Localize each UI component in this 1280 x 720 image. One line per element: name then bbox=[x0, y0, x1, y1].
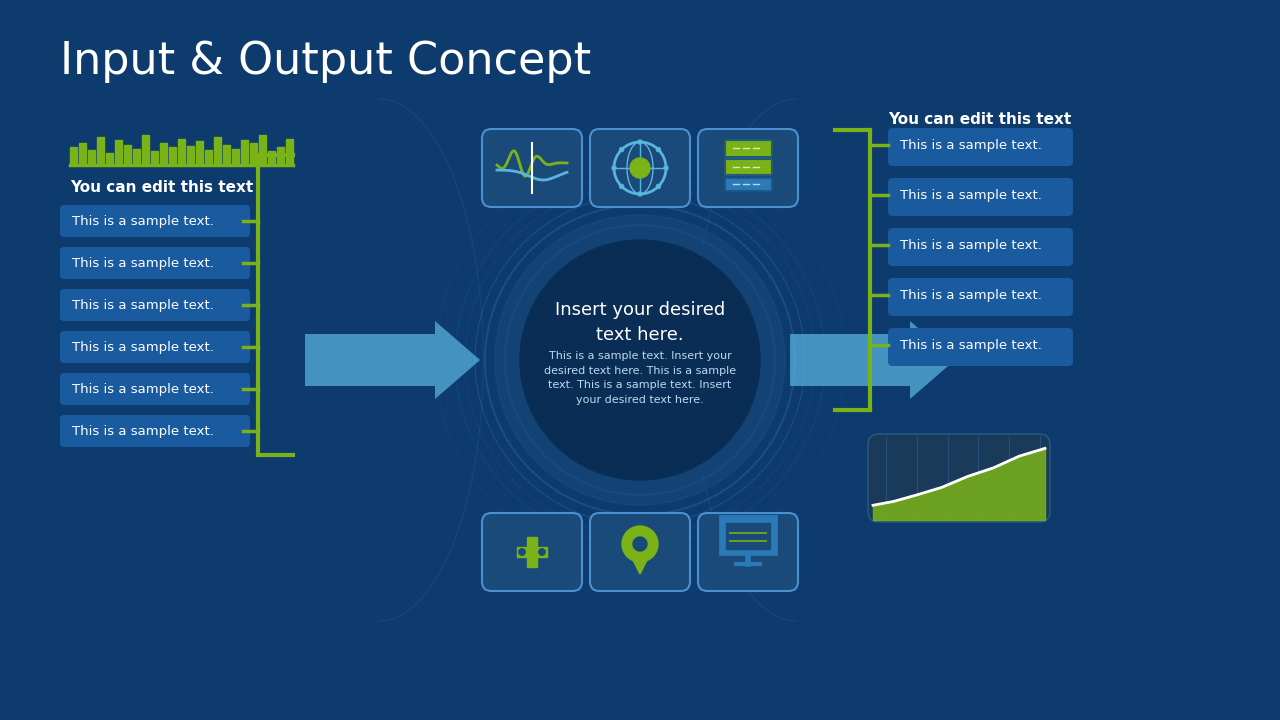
Bar bbox=[268, 151, 275, 165]
Bar bbox=[88, 150, 95, 165]
Circle shape bbox=[539, 549, 545, 555]
FancyArrow shape bbox=[790, 321, 955, 399]
Bar bbox=[724, 159, 771, 174]
FancyBboxPatch shape bbox=[60, 205, 250, 237]
Circle shape bbox=[664, 166, 668, 170]
Text: This is a sample text.: This is a sample text. bbox=[72, 256, 214, 269]
Bar bbox=[133, 149, 140, 165]
FancyArrow shape bbox=[305, 321, 480, 399]
Bar bbox=[79, 143, 86, 165]
FancyBboxPatch shape bbox=[888, 328, 1073, 366]
Text: This is a sample text. Insert your
desired text here. This is a sample
text. Thi: This is a sample text. Insert your desir… bbox=[544, 351, 736, 405]
FancyBboxPatch shape bbox=[60, 331, 250, 363]
Bar bbox=[724, 140, 771, 156]
FancyBboxPatch shape bbox=[698, 129, 797, 207]
Text: You can edit this text: You can edit this text bbox=[70, 180, 253, 195]
Text: You can edit this text: You can edit this text bbox=[888, 112, 1071, 127]
Bar bbox=[724, 178, 771, 190]
Bar bbox=[214, 137, 221, 165]
Bar bbox=[160, 143, 166, 165]
Text: This is a sample text.: This is a sample text. bbox=[900, 138, 1042, 151]
Circle shape bbox=[637, 140, 643, 144]
Bar bbox=[527, 537, 538, 567]
Bar bbox=[169, 147, 177, 165]
Bar bbox=[285, 139, 293, 165]
Bar bbox=[124, 145, 131, 165]
Text: This is a sample text.: This is a sample text. bbox=[900, 189, 1042, 202]
FancyBboxPatch shape bbox=[60, 373, 250, 405]
Text: This is a sample text.: This is a sample text. bbox=[900, 289, 1042, 302]
Text: This is a sample text.: This is a sample text. bbox=[900, 238, 1042, 251]
Circle shape bbox=[539, 549, 545, 555]
Text: This is a sample text.: This is a sample text. bbox=[72, 215, 214, 228]
Text: Input & Output Concept: Input & Output Concept bbox=[60, 40, 591, 83]
Text: This is a sample text.: This is a sample text. bbox=[72, 425, 214, 438]
Bar bbox=[223, 145, 230, 165]
FancyBboxPatch shape bbox=[888, 228, 1073, 266]
FancyBboxPatch shape bbox=[60, 415, 250, 447]
FancyBboxPatch shape bbox=[590, 513, 690, 591]
Bar bbox=[517, 547, 547, 557]
Text: This is a sample text.: This is a sample text. bbox=[72, 341, 214, 354]
Circle shape bbox=[657, 148, 660, 152]
Bar bbox=[70, 147, 77, 165]
Bar bbox=[151, 151, 157, 165]
Bar bbox=[187, 146, 195, 165]
Circle shape bbox=[634, 537, 646, 551]
Bar bbox=[259, 135, 266, 165]
FancyBboxPatch shape bbox=[888, 278, 1073, 316]
Circle shape bbox=[612, 166, 616, 170]
Circle shape bbox=[620, 184, 623, 189]
Circle shape bbox=[620, 148, 623, 152]
FancyBboxPatch shape bbox=[868, 434, 1050, 522]
Bar bbox=[724, 178, 771, 190]
FancyBboxPatch shape bbox=[698, 513, 797, 591]
Circle shape bbox=[518, 549, 525, 555]
Bar bbox=[241, 140, 248, 165]
Circle shape bbox=[622, 526, 658, 562]
Circle shape bbox=[520, 240, 760, 480]
Circle shape bbox=[630, 158, 650, 178]
Circle shape bbox=[495, 215, 785, 505]
Bar bbox=[232, 149, 239, 165]
FancyBboxPatch shape bbox=[483, 129, 582, 207]
FancyBboxPatch shape bbox=[888, 128, 1073, 166]
Bar bbox=[196, 141, 204, 165]
Bar bbox=[106, 153, 113, 165]
FancyBboxPatch shape bbox=[483, 513, 582, 591]
Bar bbox=[276, 147, 284, 165]
Bar bbox=[719, 516, 776, 554]
Bar bbox=[97, 137, 104, 165]
FancyBboxPatch shape bbox=[60, 247, 250, 279]
Polygon shape bbox=[630, 554, 650, 574]
Text: This is a sample text.: This is a sample text. bbox=[900, 338, 1042, 351]
Text: This is a sample text.: This is a sample text. bbox=[72, 382, 214, 395]
Text: This is a sample text.: This is a sample text. bbox=[72, 299, 214, 312]
Bar bbox=[724, 159, 771, 174]
Bar bbox=[115, 140, 122, 165]
Bar bbox=[726, 523, 771, 549]
Bar bbox=[724, 140, 771, 156]
Bar bbox=[178, 139, 186, 165]
Circle shape bbox=[518, 549, 525, 555]
Bar bbox=[142, 135, 148, 165]
FancyBboxPatch shape bbox=[888, 178, 1073, 216]
FancyBboxPatch shape bbox=[60, 289, 250, 321]
Text: Insert your desired
text here.: Insert your desired text here. bbox=[554, 300, 726, 343]
Circle shape bbox=[657, 184, 660, 189]
Circle shape bbox=[637, 192, 643, 196]
FancyBboxPatch shape bbox=[590, 129, 690, 207]
Bar bbox=[205, 150, 212, 165]
Bar bbox=[250, 143, 257, 165]
